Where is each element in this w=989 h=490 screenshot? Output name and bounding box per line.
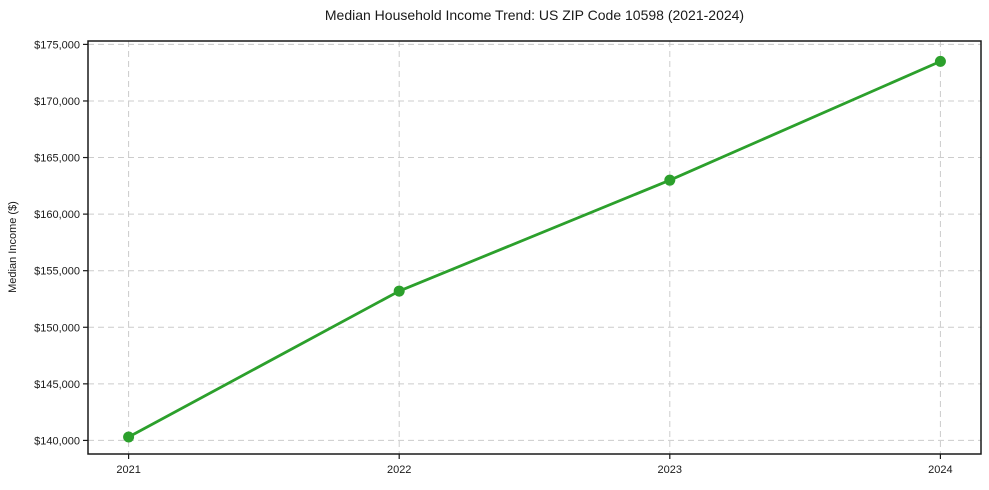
y-tick-label: $165,000 — [34, 153, 80, 165]
plot-border — [87, 40, 982, 455]
data-point-2024 — [934, 55, 946, 67]
data-point-2021 — [123, 431, 135, 443]
x-tick-label: 2022 — [387, 464, 411, 476]
data-point-2023 — [664, 174, 676, 186]
chart-title: Median Household Income Trend: US ZIP Co… — [324, 7, 745, 23]
y-tick-label: $175,000 — [34, 39, 80, 51]
y-tick-label: $145,000 — [34, 379, 80, 391]
x-tick-label: 2021 — [116, 464, 140, 476]
x-tick-label: 2023 — [658, 464, 682, 476]
data-point-2022 — [393, 285, 405, 297]
y-tick-label: $160,000 — [34, 209, 80, 221]
y-tick-label: $155,000 — [34, 266, 80, 278]
y-tick-label: $150,000 — [34, 322, 80, 334]
y-tick-label: $140,000 — [34, 435, 80, 447]
y-tick-label: $170,000 — [34, 96, 80, 108]
trend-line — [127, 59, 942, 439]
x-tick-label: 2024 — [928, 464, 952, 476]
